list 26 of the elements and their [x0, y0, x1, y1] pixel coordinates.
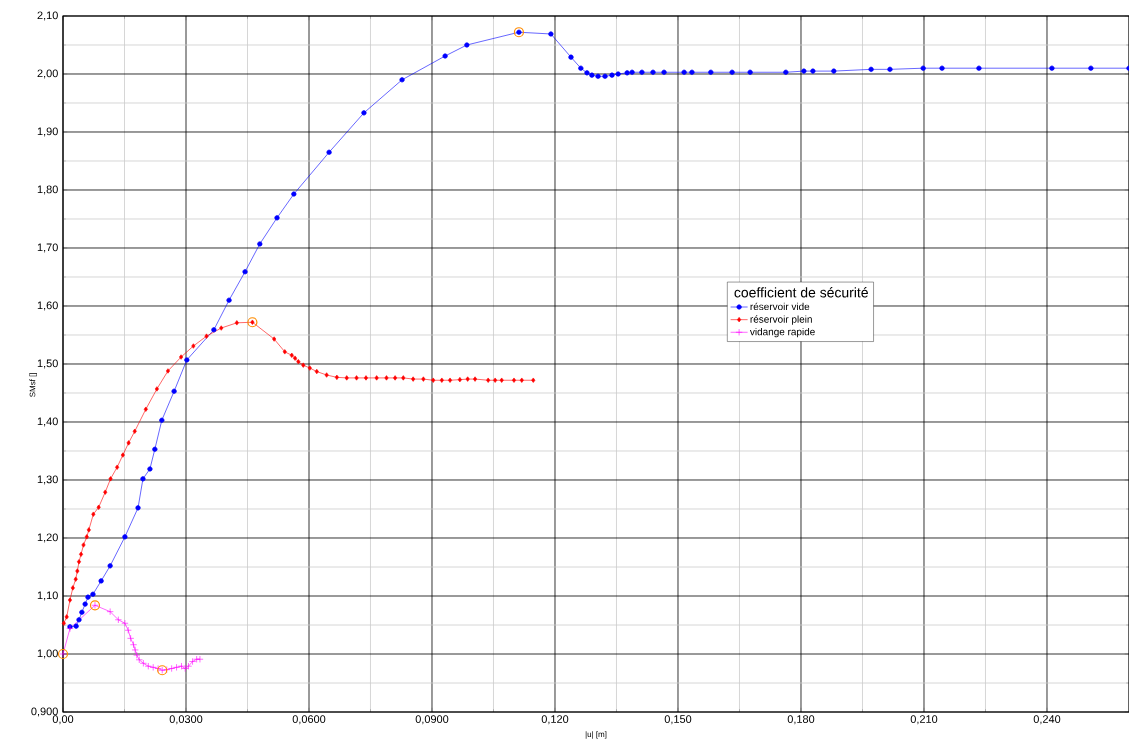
- y-tick-label: 1,30: [37, 475, 58, 485]
- y-tick-label: 1,90: [37, 127, 58, 137]
- y-tick-label: 2,00: [37, 69, 58, 79]
- y-tick-label: 1,50: [37, 359, 58, 369]
- y-tick-label: 1,00: [37, 649, 58, 659]
- y-tick-label: 1,80: [37, 185, 58, 195]
- x-tick-label: 0,240: [1033, 715, 1061, 725]
- x-tick-label: 0,00: [52, 715, 74, 725]
- y-tick-label: 1,20: [37, 533, 58, 543]
- y-tick-label: 2,10: [37, 11, 58, 21]
- legend-title: coefficient de sécurité: [734, 287, 868, 298]
- y-tick-label: 0,900: [31, 707, 58, 717]
- y-tick-label: 1,70: [37, 243, 58, 253]
- x-tick-label: 0,0600: [292, 715, 326, 725]
- legend-label: vidange rapide: [749, 327, 815, 338]
- legend-label: réservoir vide: [750, 302, 810, 311]
- y-tick-label: 1,60: [37, 301, 58, 311]
- y-tick-label: 1,10: [37, 591, 58, 601]
- x-tick-label: 0,180: [787, 715, 815, 725]
- x-tick-label: 0,0300: [169, 715, 203, 725]
- y-tick-label: 1,40: [37, 417, 58, 427]
- x-tick-label: 0,150: [664, 715, 692, 725]
- x-tick-label: 0,210: [910, 715, 938, 725]
- x-tick-label: 0,0900: [415, 715, 449, 725]
- x-tick-label: 0,120: [541, 715, 569, 725]
- legend-label: réservoir plein: [750, 315, 812, 325]
